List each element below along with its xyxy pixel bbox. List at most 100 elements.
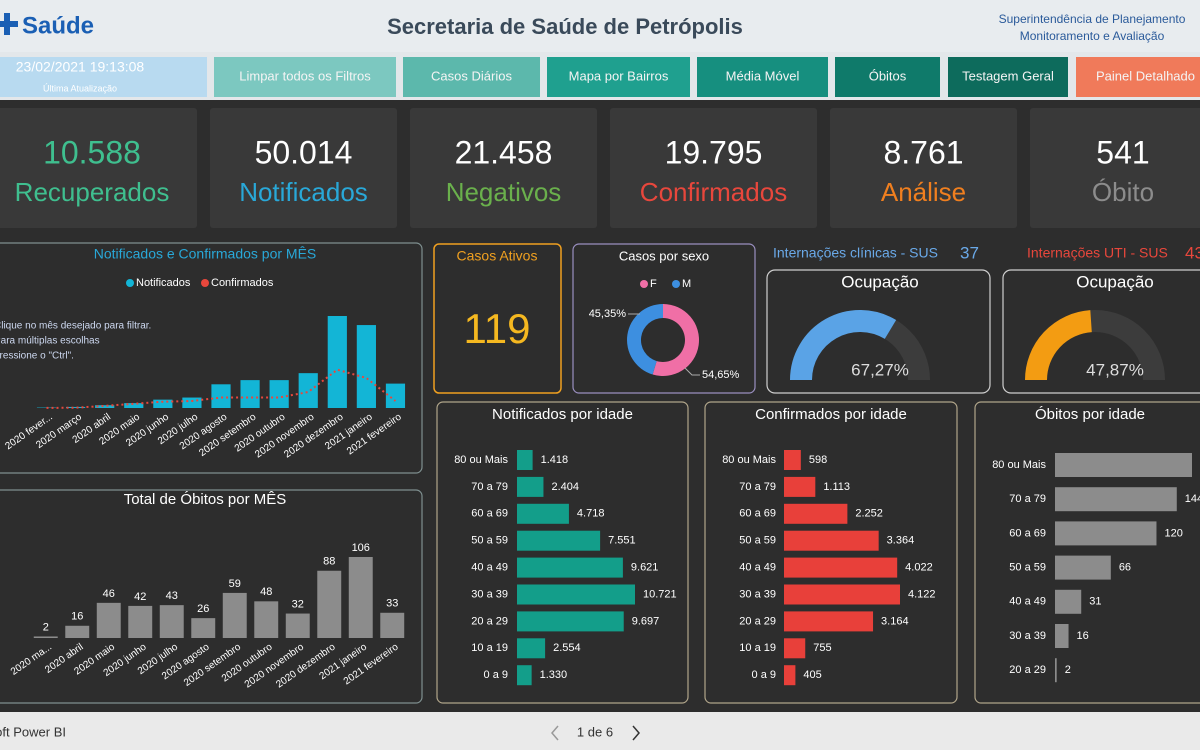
kpi-label: Análise (881, 177, 966, 207)
bar (784, 638, 806, 659)
kpi-value: 541 (1096, 134, 1149, 170)
y-tick-label: 30 a 39 (471, 588, 508, 600)
gauge-label: 47,87% (1086, 360, 1144, 379)
nav-button[interactable] (835, 57, 940, 97)
y-tick-label: 40 a 49 (739, 562, 776, 574)
chart-title: Casos por sexo (619, 248, 709, 263)
kpi-card (1030, 108, 1200, 228)
bar (65, 625, 90, 638)
bar (240, 380, 260, 408)
gauge-header: Internações UTI - SUS (1027, 245, 1168, 261)
kpi-value: 8.761 (883, 134, 963, 170)
y-tick-label: 50 a 59 (1009, 562, 1046, 574)
legend-marker (672, 280, 680, 288)
data-label: 59 (229, 578, 241, 590)
kpi-card (0, 108, 197, 228)
gauge-value (790, 310, 897, 381)
data-label: 2 (43, 621, 49, 633)
bar (124, 403, 144, 408)
bar (517, 611, 624, 632)
bar (95, 405, 115, 408)
y-tick-label: 0 a 9 (484, 669, 508, 681)
bar (222, 592, 247, 638)
chart-title: Óbitos por idade (1035, 406, 1145, 423)
next-page[interactable] (632, 725, 640, 741)
nav-button[interactable] (1076, 57, 1200, 97)
data-label: 2 (1065, 664, 1071, 676)
page-indicator: 1 de 6 (577, 724, 613, 739)
data-label: 3.364 (887, 535, 915, 547)
legend-marker (126, 279, 134, 287)
prev-page[interactable] (551, 725, 559, 741)
y-tick-label: 60 a 69 (739, 508, 776, 520)
bar (380, 612, 405, 638)
y-tick-label: 70 a 79 (1009, 493, 1046, 505)
nav-button-label: Média Móvel (726, 68, 800, 83)
update-box (0, 57, 207, 97)
bar (784, 530, 879, 551)
gauge-value (1025, 310, 1093, 381)
data-label: 755 (813, 642, 831, 654)
chart-title: Total de Óbitos por MÊS (124, 491, 287, 508)
nav-button[interactable] (547, 57, 690, 97)
nav-button[interactable] (403, 57, 540, 97)
y-tick-label: 70 a 79 (471, 481, 508, 493)
footer-bar (0, 712, 1200, 750)
data-label: 1.330 (540, 669, 568, 681)
nav-button-label: Casos Diários (431, 68, 512, 83)
bar (159, 605, 184, 638)
data-label: 4.122 (908, 588, 936, 600)
update-timestamp: 23/02/2021 19:13:08 (16, 59, 145, 75)
card-value: 119 (464, 305, 531, 352)
chart-title: Notificados por idade (492, 406, 633, 423)
data-label: 45,35% (589, 308, 627, 320)
data-label: 9.621 (631, 562, 659, 574)
bar (517, 503, 569, 524)
bar (517, 476, 544, 497)
data-label: 1.113 (823, 481, 850, 493)
y-tick-label: 10 a 19 (739, 642, 776, 654)
gauge-count: 43 (1185, 243, 1200, 262)
bar (517, 557, 623, 578)
kpi-value: 10.588 (43, 134, 141, 170)
legend-label: M (682, 278, 691, 290)
bar (517, 530, 601, 551)
nav-button[interactable] (214, 57, 396, 97)
gauge-header: Internações clínicas - SUS (773, 245, 938, 261)
nav-button[interactable] (948, 57, 1068, 97)
y-tick-label: 80 ou Mais (722, 454, 776, 466)
donut-slice (652, 304, 700, 377)
kpi-card (410, 108, 597, 228)
y-tick-label: 40 a 49 (1009, 596, 1046, 608)
panel (572, 243, 756, 394)
y-tick-label: 60 a 69 (1009, 527, 1046, 539)
chart-title: Notificados e Confirmados por MÊS (94, 246, 317, 262)
data-label: 31 (1089, 596, 1101, 608)
kpi-card (210, 108, 397, 228)
y-tick-label: 80 ou Mais (992, 459, 1046, 471)
data-label: 54,65% (702, 369, 740, 381)
nav-button-label: Óbitos (869, 68, 907, 83)
data-label: 16 (1077, 630, 1089, 642)
data-label: 10.721 (643, 588, 677, 600)
data-label: 144 (1185, 493, 1200, 505)
gauge-subtitle: Ocupação (1076, 272, 1154, 291)
data-label: 66 (1119, 562, 1131, 574)
data-label: 16 (71, 611, 83, 623)
chart-title: Confirmados por idade (755, 406, 907, 423)
data-label: 3.164 (881, 615, 909, 627)
annotation: Para múltiplas escolhas (0, 336, 100, 347)
logo: Saúde (22, 12, 94, 39)
bar (517, 665, 532, 686)
bar (191, 618, 216, 638)
nav-button[interactable] (697, 57, 828, 97)
bar (356, 325, 376, 408)
annotation: pressione o "Ctrl". (0, 351, 74, 362)
panel (0, 489, 423, 704)
data-label: 42 (134, 591, 146, 603)
kpi-label: Notificados (239, 177, 368, 207)
y-tick-label: 20 a 29 (1009, 664, 1046, 676)
data-label: 9.697 (632, 615, 660, 627)
kpi-card (830, 108, 1017, 228)
